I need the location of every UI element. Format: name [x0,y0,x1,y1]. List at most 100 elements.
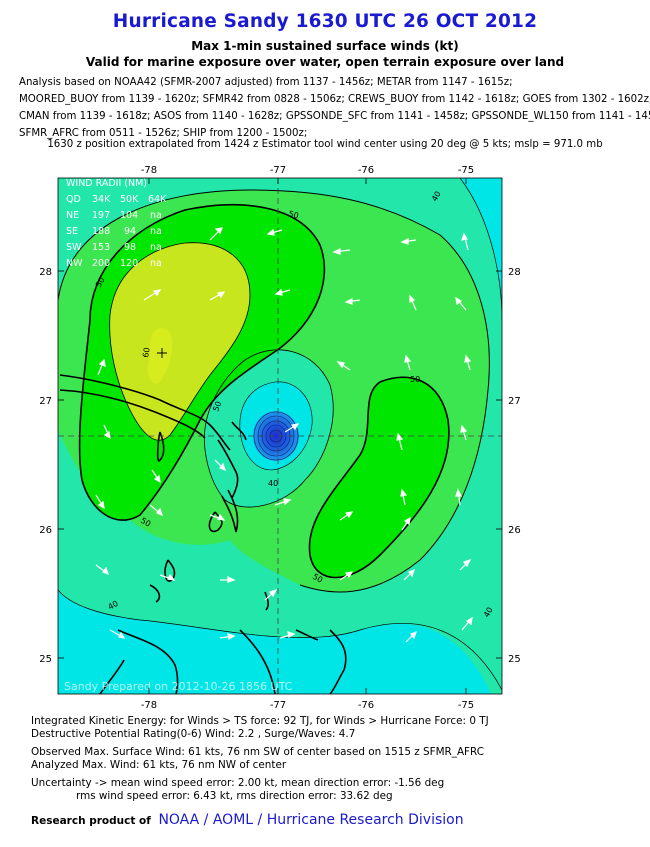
wind-arrow [95,564,109,576]
wind-radii-cell: 197 [92,210,110,221]
wind-radii-col: 50K [120,194,139,205]
rating-text: Destructive Potential Rating(0-6) Wind: … [31,728,356,740]
wind-radii-cell: NW [66,258,83,269]
wind-arrow [336,361,351,371]
wind-field-map: 50 50 50 40 40 40 50 60 50 50 40 50 50 4… [39,165,521,711]
wind-arrow [396,432,404,451]
subtitle-exposure: Valid for marine exposure over water, op… [85,55,565,69]
lon-labels-top: -78 -77 -76 -75 [141,165,474,176]
wind-arrow [220,576,236,583]
lon-tick-label: -78 [141,700,157,711]
wind-radii-cell: NE [66,210,79,221]
contour-label: 50 [139,516,152,529]
wind-arrow [264,588,278,601]
analysis-line: Analysis based on NOAA42 (SFMR-2007 adju… [19,77,513,88]
contour-label: 40 [482,606,495,619]
subtitle-units: Max 1-min sustained surface winds (kt) [191,39,459,53]
wind-arrow [274,288,291,296]
footer-stats: Integrated Kinetic Energy: for Winds > T… [31,715,489,803]
coastlines [59,374,347,694]
lon-tick-label: -76 [358,165,374,176]
credit-prefix: Research product of [31,815,151,827]
wind-arrow [332,248,351,255]
wind-arrow [400,238,417,245]
analyzed-max-text: Analyzed Max. Wind: 61 kts, 76 nm NW of … [31,759,287,771]
lat-tick-label: 27 [508,396,521,407]
lat-tick-label: 25 [508,654,521,665]
lat-tick-label: 28 [508,267,521,278]
wind-arrow [149,504,163,517]
lat-labels-right: 28 27 26 25 [508,267,521,665]
contour-label: 50 [311,572,324,585]
contour-label: 50 [211,400,223,413]
ike-text: Integrated Kinetic Energy: for Winds > T… [31,715,489,727]
lon-tick-label: -76 [358,700,374,711]
lat-tick-label: 26 [508,525,521,536]
credit-org-link[interactable]: NOAA / AOML / Hurricane Research Divisio… [158,812,464,828]
wind-arrow [455,488,462,506]
wind-arrow [219,633,236,640]
wind-radii-cell: na [150,226,162,237]
rms-text: rms wind speed error: 6.43 kt, rms direc… [76,790,393,802]
analysis-line: SFMR_AFRC from 0511 - 1526z; SHIP from 1… [19,128,308,139]
lon-labels-bottom: -78 -77 -76 -75 [141,700,474,711]
page-title: Hurricane Sandy 1630 UTC 26 OCT 2012 [112,11,538,32]
contour-label: 50 [287,209,299,220]
wind-arrow [344,298,361,305]
contour-label-layer: 50 50 50 40 40 40 50 60 50 50 40 50 50 4… [94,190,495,619]
analysis-line: MOORED_BUOY from 1139 - 1620z; SFMR42 fr… [19,94,650,105]
wind-arrow [339,571,354,581]
wind-arrow [403,568,415,581]
wind-radii-cell: na [150,242,162,253]
wind-zone-50-east [309,377,449,578]
credit-line: Research product of NOAA / AOML / Hurric… [31,812,464,828]
wind-radii-cell: 120 [120,258,138,269]
wind-arrow [143,289,162,301]
wind-arrow [401,516,411,531]
uncertainty-text: Uncertainty -> mean wind speed error: 2.… [31,777,445,789]
lon-tick-label: -75 [458,165,474,176]
wind-arrow [103,424,111,440]
wind-arrow [209,227,223,241]
wind-arrow [151,469,161,484]
wind-radii-cell: na [150,258,162,269]
lat-tick-label: 25 [39,654,52,665]
wind-arrow [209,513,226,521]
center-crosshair [58,178,502,694]
wind-arrow [284,423,300,433]
wind-radii-cell: 98 [124,242,136,253]
lat-labels-left: 28 27 26 25 [39,267,52,665]
wind-radii-heading: WIND RADII (NM) [66,178,147,189]
wind-vectors [95,227,473,643]
position-note: 1630 z position extrapolated from 1424 z… [47,139,603,150]
wind-arrow [461,616,473,631]
lat-tick-label: 27 [39,396,52,407]
wind-radii-cell: SW [66,242,82,253]
contour-label: 50 [94,276,107,289]
wind-zone-60-core [147,328,173,384]
wind-radii-cell: na [150,210,162,221]
wind-radii-cell: 94 [124,226,136,237]
contour-label: 40 [430,190,443,203]
contour-label: 60 [141,347,152,359]
contour-label: 40 [268,479,278,488]
lon-tick-label: -78 [141,165,157,176]
map-frame [57,177,503,695]
wind-arrow [266,228,283,236]
wind-radii-cell: SE [66,226,78,237]
wind-arrow [464,354,472,371]
wind-arrow [409,294,417,311]
watermark: Sandy Prepared on 2012-10-26 1856 UTC [64,680,293,693]
wind-radii-cell: 200 [92,258,110,269]
lon-tick-label: -77 [270,700,286,711]
wind-radii-table: WIND RADII (NM) QD 34K 50K 64K NE 197 10… [66,178,167,269]
analysis-line: CMAN from 1139 - 1618z; ASOS from 1140 -… [19,111,650,122]
wind-arrow [209,291,226,301]
wind-arrow [214,459,226,472]
wind-radii-col: QD [66,194,81,205]
wind-arrow [95,494,105,510]
wind-arrow [400,488,408,506]
wind-arrow [455,296,467,311]
contour-label: 40 [107,599,120,612]
wind-arrow [459,558,472,571]
